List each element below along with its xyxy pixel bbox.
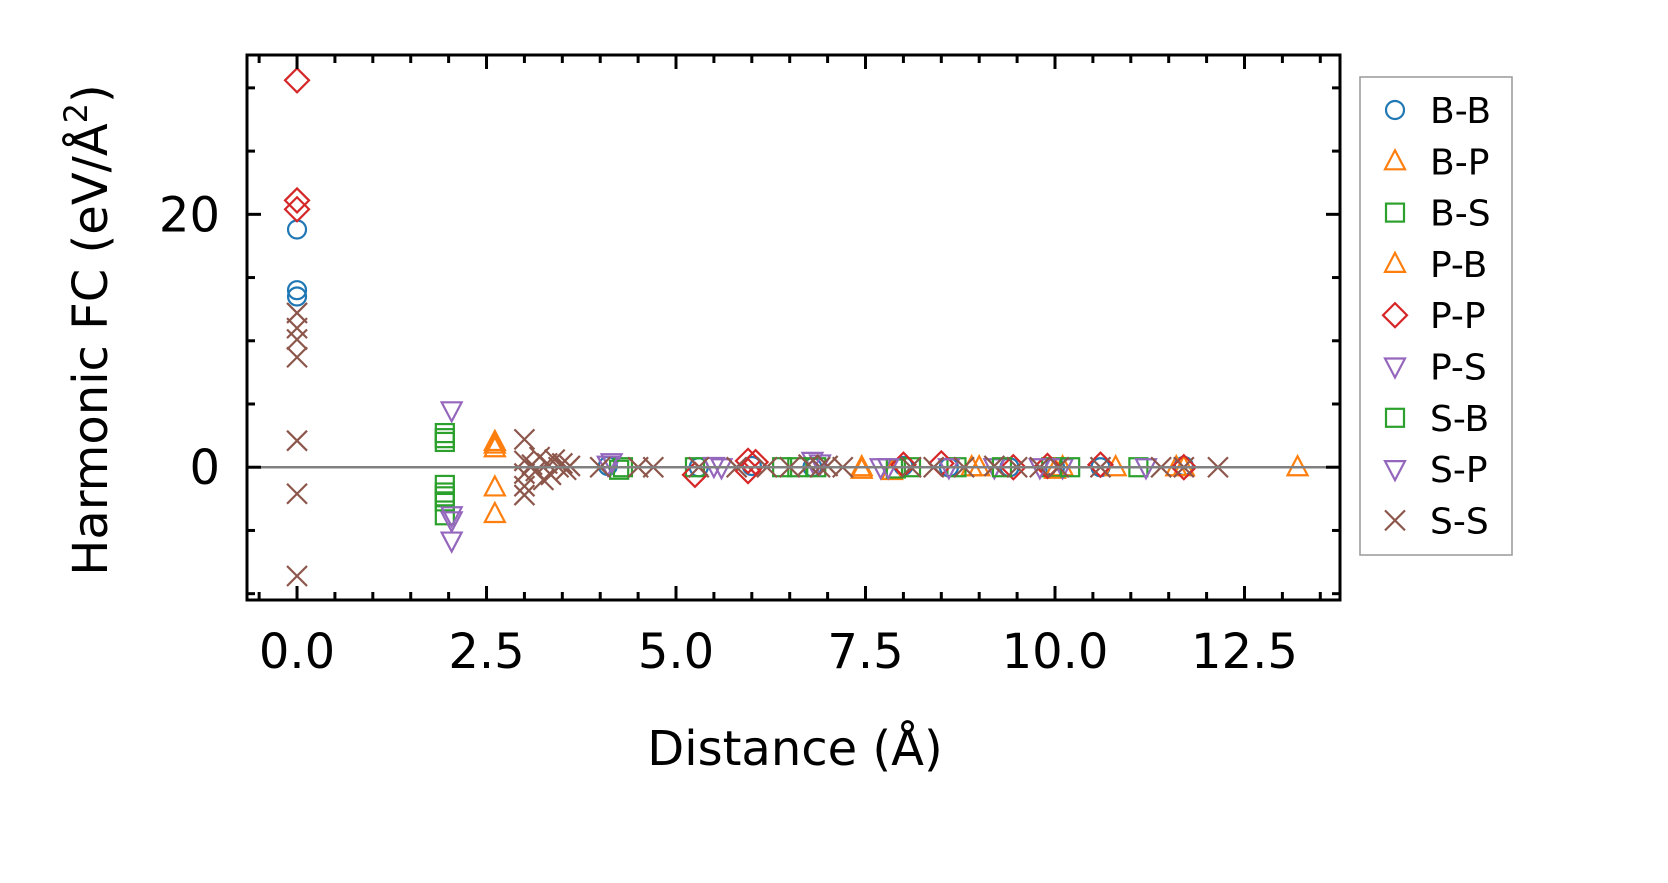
legend-item-b-b: B-B bbox=[1384, 91, 1491, 132]
legend-label: P-S bbox=[1430, 348, 1487, 389]
data-point bbox=[741, 455, 762, 477]
data-point bbox=[286, 280, 308, 301]
data-point bbox=[286, 565, 308, 587]
data-point bbox=[483, 434, 507, 458]
data-point bbox=[709, 458, 734, 481]
data-point bbox=[434, 428, 455, 449]
legend-label: S-S bbox=[1430, 501, 1489, 542]
legend-label: P-B bbox=[1430, 245, 1487, 286]
data-point bbox=[734, 447, 762, 475]
series-s-p bbox=[439, 454, 1158, 534]
legend-item-p-p: P-P bbox=[1381, 296, 1486, 337]
data-point bbox=[742, 448, 770, 476]
data-point bbox=[1170, 453, 1198, 481]
data-point bbox=[439, 511, 464, 534]
data-point bbox=[967, 453, 992, 477]
data-point bbox=[551, 452, 574, 475]
data-point bbox=[559, 455, 581, 477]
data-point bbox=[439, 506, 464, 529]
series-b-b bbox=[286, 219, 1194, 478]
data-point bbox=[599, 453, 624, 476]
legend-marker bbox=[1384, 99, 1406, 121]
data-point bbox=[283, 195, 311, 223]
plot-frame bbox=[245, 53, 1342, 602]
data-point bbox=[937, 458, 961, 481]
legend-marker bbox=[1384, 509, 1406, 532]
legend-label: B-P bbox=[1430, 142, 1489, 183]
data-point bbox=[983, 455, 1006, 477]
legend-marker bbox=[1381, 301, 1409, 329]
legend-label: P-P bbox=[1430, 296, 1486, 337]
data-point bbox=[1134, 458, 1158, 481]
data-point bbox=[286, 317, 308, 339]
legend-item-b-s: B-S bbox=[1384, 194, 1491, 235]
data-point bbox=[513, 428, 536, 451]
x-tick-label: 2.5 bbox=[448, 624, 524, 680]
legend-marker bbox=[1383, 460, 1407, 483]
legend-marker bbox=[1383, 357, 1407, 380]
data-point bbox=[286, 429, 308, 452]
data-point bbox=[286, 328, 308, 351]
data-point bbox=[483, 500, 507, 524]
data-point bbox=[286, 219, 308, 240]
legend-item-p-b: P-B bbox=[1383, 245, 1487, 286]
x-tick-label: 5.0 bbox=[638, 624, 714, 680]
legend-label: B-S bbox=[1430, 194, 1491, 235]
x-tick-label: 10.0 bbox=[1002, 624, 1109, 680]
data-point bbox=[483, 428, 507, 452]
data-point bbox=[434, 474, 455, 496]
data-point bbox=[876, 458, 901, 481]
legend-label: S-B bbox=[1430, 399, 1489, 440]
data-point bbox=[286, 286, 308, 307]
series-s-s bbox=[286, 302, 1229, 587]
data-point bbox=[1172, 453, 1196, 477]
legend-item-s-b: S-B bbox=[1384, 399, 1489, 440]
legend-marker bbox=[1384, 202, 1406, 223]
data-point bbox=[286, 346, 308, 368]
legend-item-s-p: S-P bbox=[1383, 450, 1488, 491]
data-point bbox=[434, 486, 455, 507]
x-axis-label: Distance (Å) bbox=[647, 720, 942, 777]
legend-label: S-P bbox=[1430, 450, 1488, 491]
x-tick-labels: 0.0 2.5 5.0 7.5 10.0 12.5 bbox=[259, 624, 1298, 680]
legend-item-b-p: B-P bbox=[1383, 142, 1489, 183]
x-tick-label: 7.5 bbox=[827, 624, 903, 680]
data-point bbox=[286, 302, 308, 324]
legend-marker bbox=[1383, 147, 1407, 171]
axis-ticks bbox=[247, 55, 1340, 600]
data-point bbox=[849, 453, 874, 477]
x-tick-label: 0.0 bbox=[259, 624, 335, 680]
data-point bbox=[283, 186, 311, 214]
data-point bbox=[513, 475, 536, 497]
data-point bbox=[483, 474, 507, 497]
data-point bbox=[283, 66, 311, 94]
data-point bbox=[439, 401, 464, 424]
legend-marker bbox=[1384, 407, 1406, 428]
data-point bbox=[513, 484, 536, 506]
data-point bbox=[1285, 453, 1310, 477]
data-point bbox=[536, 452, 558, 475]
data-point bbox=[1033, 452, 1061, 480]
data-point bbox=[286, 483, 308, 505]
series-p-p bbox=[283, 66, 1198, 489]
legend: B-B B-P B-S P-B P-P P-S S-B S-P S-S bbox=[1359, 76, 1513, 556]
y-axis-label: Harmonic FC (eV/Å2) bbox=[57, 84, 119, 576]
legend-item-s-s: S-S bbox=[1384, 501, 1489, 542]
data-point bbox=[483, 431, 507, 454]
legend-label: B-B bbox=[1430, 91, 1491, 132]
series-b-s bbox=[434, 422, 1149, 526]
x-tick-label: 12.5 bbox=[1191, 624, 1298, 680]
data-point bbox=[1028, 458, 1052, 481]
y-tick-label: 0 bbox=[189, 440, 220, 496]
y-tick-labels: 0 20 bbox=[159, 187, 220, 496]
data-points bbox=[283, 66, 1310, 587]
data-point bbox=[439, 531, 464, 554]
legend-item-p-s: P-S bbox=[1383, 348, 1487, 389]
legend-marker bbox=[1383, 250, 1407, 273]
y-tick-label: 20 bbox=[159, 187, 220, 243]
